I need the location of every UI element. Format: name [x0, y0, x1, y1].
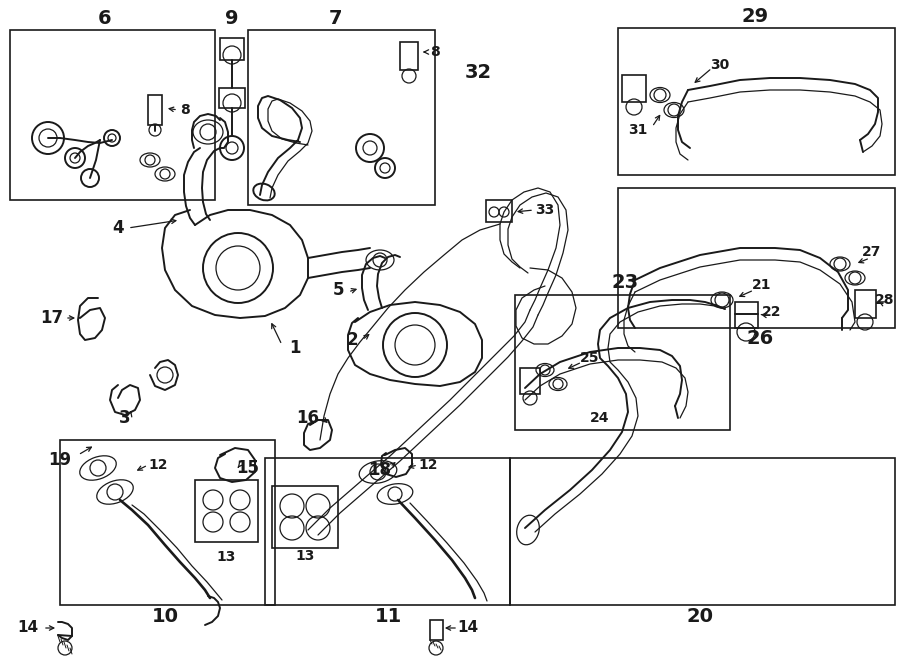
- Bar: [618, 28, 895, 175]
- Text: 18: 18: [368, 461, 392, 479]
- Bar: [515, 295, 730, 430]
- Text: 11: 11: [374, 608, 401, 626]
- Text: 1: 1: [289, 339, 301, 357]
- Text: 13: 13: [216, 550, 236, 564]
- Bar: [618, 188, 895, 328]
- Bar: [60, 440, 275, 605]
- Bar: [272, 486, 338, 548]
- Bar: [148, 95, 162, 125]
- Bar: [510, 458, 895, 605]
- Text: 25: 25: [580, 351, 599, 365]
- Text: 10: 10: [151, 608, 178, 626]
- Text: 3: 3: [119, 409, 130, 427]
- Text: 14: 14: [457, 620, 479, 636]
- Text: 21: 21: [752, 278, 772, 292]
- Text: 12: 12: [148, 458, 167, 472]
- Text: 28: 28: [875, 293, 895, 307]
- Text: 2: 2: [346, 331, 358, 349]
- Text: 16: 16: [296, 409, 320, 427]
- Text: 17: 17: [40, 309, 64, 327]
- Text: 8: 8: [430, 45, 440, 59]
- Bar: [430, 620, 443, 640]
- Bar: [220, 38, 244, 60]
- Text: 26: 26: [746, 328, 774, 348]
- Text: 6: 6: [98, 9, 112, 28]
- Bar: [622, 75, 646, 102]
- Text: 30: 30: [710, 58, 730, 72]
- Bar: [735, 302, 758, 328]
- Text: 12: 12: [418, 458, 437, 472]
- Text: 5: 5: [332, 281, 344, 299]
- Bar: [486, 200, 512, 222]
- Bar: [10, 30, 215, 200]
- Text: 19: 19: [49, 451, 72, 469]
- Text: 27: 27: [862, 245, 882, 259]
- Bar: [400, 42, 418, 70]
- Text: 32: 32: [464, 62, 491, 81]
- Text: 33: 33: [536, 203, 554, 217]
- Text: 24: 24: [590, 411, 610, 425]
- Text: 9: 9: [225, 9, 238, 28]
- Text: 15: 15: [237, 459, 259, 477]
- Text: 14: 14: [17, 620, 39, 636]
- Text: 7: 7: [328, 9, 342, 28]
- Bar: [195, 480, 258, 542]
- Bar: [520, 368, 540, 394]
- Text: 23: 23: [611, 273, 639, 293]
- Text: 8: 8: [180, 103, 190, 117]
- Bar: [265, 458, 510, 605]
- Text: 22: 22: [762, 305, 782, 319]
- Text: 4: 4: [112, 219, 124, 237]
- Text: 20: 20: [687, 608, 714, 626]
- Text: 31: 31: [628, 123, 648, 137]
- Text: 29: 29: [742, 7, 769, 26]
- Bar: [855, 290, 876, 318]
- Bar: [248, 30, 435, 205]
- Text: 13: 13: [295, 549, 315, 563]
- Bar: [219, 88, 245, 108]
